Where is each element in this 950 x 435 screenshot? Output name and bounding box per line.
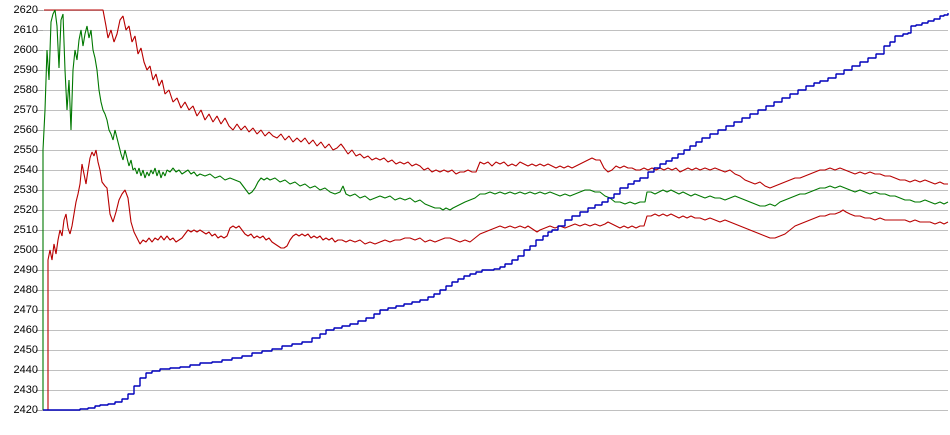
y-axis-label-2520: 2520 <box>13 204 38 216</box>
y-axis-label-2420: 2420 <box>13 404 38 416</box>
y-axis-label-2440: 2440 <box>13 364 38 376</box>
y-axis-label-2500: 2500 <box>13 244 38 256</box>
y-axis-label-2560: 2560 <box>13 124 38 136</box>
y-axis-label-2540: 2540 <box>13 164 38 176</box>
y-axis-label-2460: 2460 <box>13 324 38 336</box>
series-green-mid-line <box>42 9 949 410</box>
y-axis-label-2610: 2610 <box>13 24 38 36</box>
series-blue-cumulative-line <box>43 13 949 411</box>
series-lower-red-band <box>47 149 949 410</box>
y-axis-label-2430: 2430 <box>13 384 38 396</box>
series-upper-red-band <box>44 9 948 189</box>
y-axis-label-2450: 2450 <box>13 344 38 356</box>
y-axis-label-2590: 2590 <box>13 64 38 76</box>
y-axis-label-2570: 2570 <box>13 104 38 116</box>
y-axis-label-2510: 2510 <box>13 224 38 236</box>
y-axis-label-2490: 2490 <box>13 264 38 276</box>
y-axis-label-2600: 2600 <box>13 44 38 56</box>
y-axis-label-2580: 2580 <box>13 84 38 96</box>
y-axis-label-2530: 2530 <box>13 184 38 196</box>
y-axis-label-2470: 2470 <box>13 304 38 316</box>
y-axis-label-2550: 2550 <box>13 144 38 156</box>
y-axis-label-2620: 2620 <box>13 4 38 16</box>
y-axis-label-2480: 2480 <box>13 284 38 296</box>
